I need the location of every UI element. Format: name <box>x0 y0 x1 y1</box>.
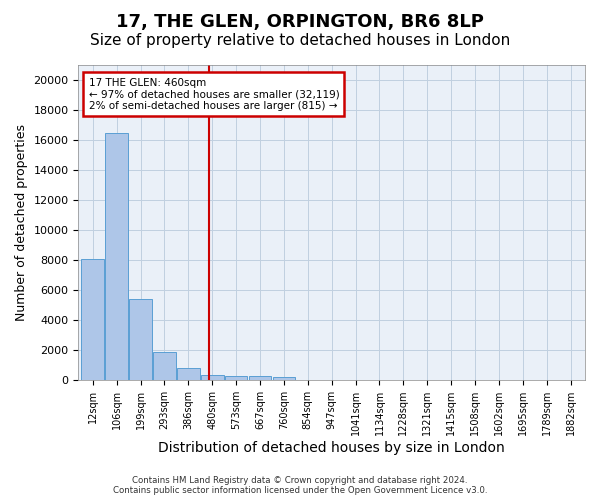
Bar <box>272 377 295 380</box>
Bar <box>82 258 104 380</box>
Bar <box>201 375 224 380</box>
Bar <box>248 376 271 380</box>
Text: 17, THE GLEN, ORPINGTON, BR6 8LP: 17, THE GLEN, ORPINGTON, BR6 8LP <box>116 12 484 30</box>
Y-axis label: Number of detached properties: Number of detached properties <box>15 124 28 321</box>
X-axis label: Distribution of detached houses by size in London: Distribution of detached houses by size … <box>158 441 505 455</box>
Text: Size of property relative to detached houses in London: Size of property relative to detached ho… <box>90 32 510 48</box>
Bar <box>225 376 247 380</box>
Bar <box>177 368 200 380</box>
Bar <box>153 352 176 380</box>
Text: Contains HM Land Registry data © Crown copyright and database right 2024.
Contai: Contains HM Land Registry data © Crown c… <box>113 476 487 495</box>
Bar <box>105 132 128 380</box>
Bar <box>129 299 152 380</box>
Text: 17 THE GLEN: 460sqm
← 97% of detached houses are smaller (32,119)
2% of semi-det: 17 THE GLEN: 460sqm ← 97% of detached ho… <box>89 78 339 111</box>
